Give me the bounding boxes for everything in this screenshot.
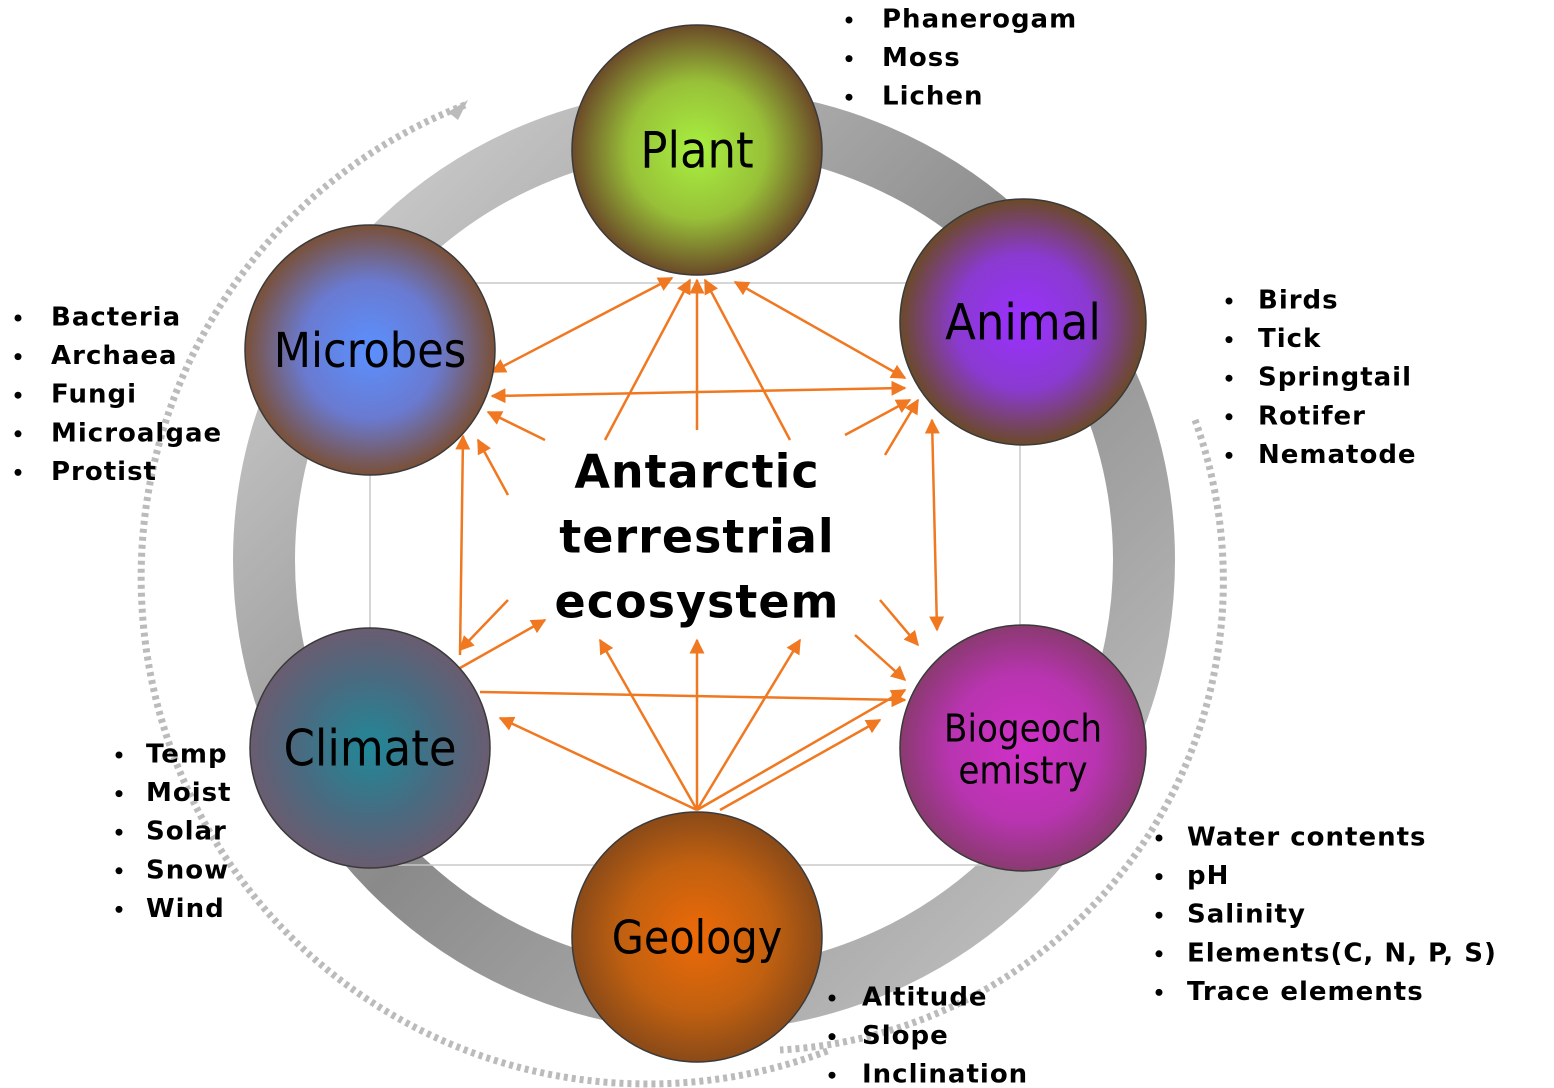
bullet <box>15 430 22 437</box>
arrow <box>697 690 905 810</box>
arc-head <box>448 100 468 120</box>
node-label: Geology <box>612 911 782 965</box>
bullet <box>1156 950 1163 957</box>
list-item: Salinity <box>1187 900 1306 930</box>
list-item: Snow <box>146 855 229 885</box>
bullet <box>1156 835 1163 842</box>
bullet <box>15 392 22 399</box>
list-item: Water contents <box>1187 823 1427 853</box>
arrow <box>705 280 790 440</box>
arrow <box>480 692 905 700</box>
arrow <box>600 640 697 810</box>
node-label: emistry <box>958 748 1087 792</box>
bullet <box>116 867 123 874</box>
list-item: Moss <box>882 43 961 73</box>
bullet <box>1156 989 1163 996</box>
node-label: Microbes <box>274 323 467 379</box>
list-item: Moist <box>146 778 232 808</box>
arrow <box>880 600 918 645</box>
list-item: Birds <box>1258 286 1339 316</box>
center-title-line: ecosystem <box>555 575 840 629</box>
arrow <box>500 718 697 810</box>
list-item: Inclination <box>862 1060 1028 1088</box>
list-item: Wind <box>146 894 225 924</box>
arrow <box>735 282 905 378</box>
bullet <box>1226 375 1233 382</box>
bullet <box>116 752 123 759</box>
arrow <box>885 400 918 455</box>
arrow <box>492 388 905 396</box>
bullet <box>829 995 836 1002</box>
list-item: Protist <box>51 457 157 487</box>
bullet <box>1156 873 1163 880</box>
bullet <box>829 1033 836 1040</box>
bullet <box>15 469 22 476</box>
center-title-line: terrestrial <box>559 510 834 564</box>
arrow <box>478 440 508 495</box>
list-item: Phanerogam <box>882 5 1077 35</box>
arrow <box>697 640 800 810</box>
bullet <box>116 906 123 913</box>
list-item: Trace elements <box>1187 977 1424 1007</box>
arrow <box>855 635 905 680</box>
bullet <box>15 315 22 322</box>
list-item: Springtail <box>1258 363 1412 393</box>
node-label: Plant <box>640 122 753 180</box>
arrow <box>932 420 937 630</box>
list-item: Solar <box>146 817 227 847</box>
list-item: Temp <box>146 740 228 770</box>
arrow <box>605 280 690 440</box>
list-item: Rotifer <box>1258 401 1366 431</box>
diagram: Antarctic terrestrial ecosystem Plant Pha… <box>0 0 1554 1088</box>
list-item: Bacteria <box>51 303 181 333</box>
bullet <box>1226 452 1233 459</box>
arrow <box>460 620 545 668</box>
arrow <box>460 436 463 655</box>
bullet <box>116 829 123 836</box>
center-title-line: Antarctic <box>574 445 819 499</box>
bullet <box>116 790 123 797</box>
bullet <box>1156 912 1163 919</box>
bullet <box>829 1072 836 1079</box>
list-item: Slope <box>862 1021 949 1051</box>
bullet <box>1226 336 1233 343</box>
arrow <box>460 600 508 650</box>
list-item: Tick <box>1258 324 1321 354</box>
node-label: Animal <box>945 294 1101 352</box>
list-item: Elements(C, N, P, S) <box>1187 938 1497 968</box>
arrow <box>488 412 545 440</box>
list-item: Fungi <box>51 380 137 410</box>
bullet <box>846 55 853 62</box>
list-item: pH <box>1187 861 1229 891</box>
list-item: Archaea <box>51 341 178 371</box>
bullet <box>1226 298 1233 305</box>
list-item: Lichen <box>882 82 984 112</box>
bullet <box>846 17 853 24</box>
arrow <box>492 278 672 372</box>
bullet <box>846 94 853 101</box>
node-label: Biogeoch <box>944 707 1102 751</box>
list-item: Nematode <box>1258 440 1417 470</box>
node-label: Climate <box>283 720 456 778</box>
bullet <box>15 353 22 360</box>
bullet <box>1226 413 1233 420</box>
list-item: Altitude <box>862 983 988 1013</box>
list-item: Microalgae <box>51 418 222 448</box>
